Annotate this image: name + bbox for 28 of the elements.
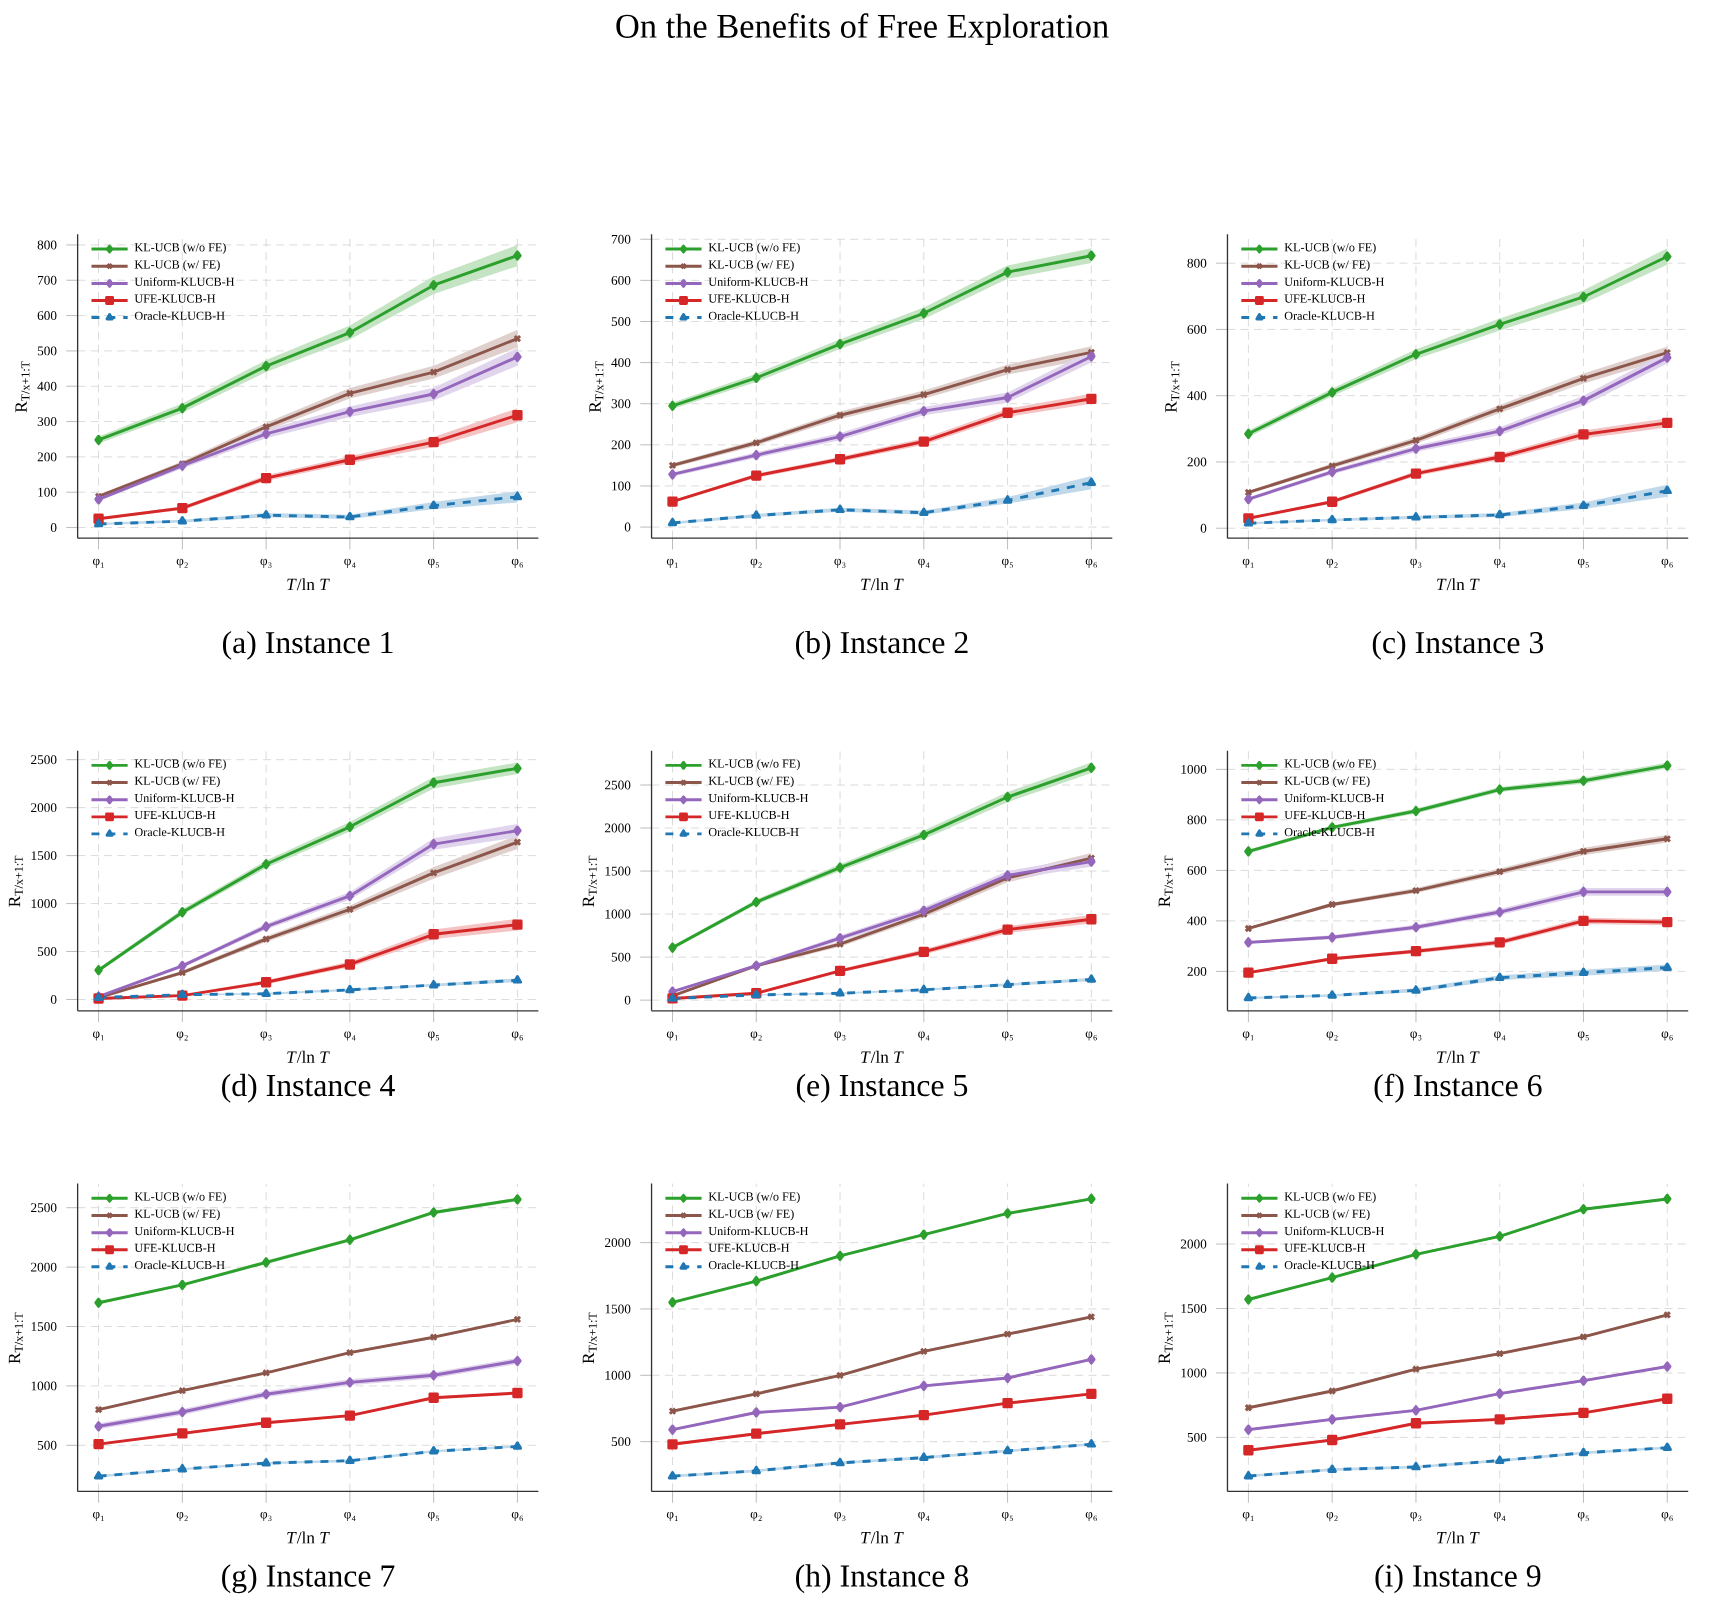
text: (e) Instance 5 (796, 1073, 968, 1103)
chart-title: On the Benefits of Free Exploration (616, 13, 1109, 45)
y-axis-title: R$_{T/x+1:T}$ (1158, 855, 1173, 907)
x-axis-title: T/ln T (861, 1050, 904, 1063)
text: (d) Instance 4 (222, 1073, 395, 1103)
y-axis-title: R$_{T/x+1:T}$ (582, 855, 597, 907)
y-axis-title: R$_{T/x+1:T}$ (1165, 360, 1180, 412)
x-axis-title: T/ln T (1437, 1050, 1480, 1063)
y-axis-title: R$_{T/x+1:T}$ (15, 360, 30, 412)
x-axis-title: T/ln T (287, 577, 330, 590)
y-axis-title: R$_{T/x+1:T}$ (1158, 1312, 1173, 1364)
text: (f) Instance 6 (1374, 1073, 1542, 1103)
x-axis-title: T/ln T (287, 1050, 330, 1063)
text: (h) Instance 8 (796, 1564, 969, 1593)
x-axis-title: T/ln T (861, 577, 904, 590)
text: (c) Instance 3 (1372, 630, 1544, 660)
x-axis-title: T/ln T (1437, 577, 1480, 590)
y-axis-title: R$_{T/x+1:T}$ (8, 1312, 23, 1364)
x-axis-title: T/ln T (1437, 1531, 1480, 1544)
y-axis-title: R$_{T/x+1:T}$ (582, 1312, 597, 1364)
text: (b) Instance 2 (796, 630, 968, 660)
text: (g) Instance 7 (222, 1564, 395, 1593)
y-axis-title: R$_{T/x+1:T}$ (589, 360, 604, 412)
x-axis-title: T/ln T (861, 1531, 904, 1544)
y-axis-title: R$_{T/x+1:T}$ (8, 855, 23, 907)
x-axis-title: T/ln T (287, 1531, 330, 1544)
text: (i) Instance 9 (1375, 1564, 1541, 1593)
text: (a) Instance 1 (222, 630, 393, 660)
